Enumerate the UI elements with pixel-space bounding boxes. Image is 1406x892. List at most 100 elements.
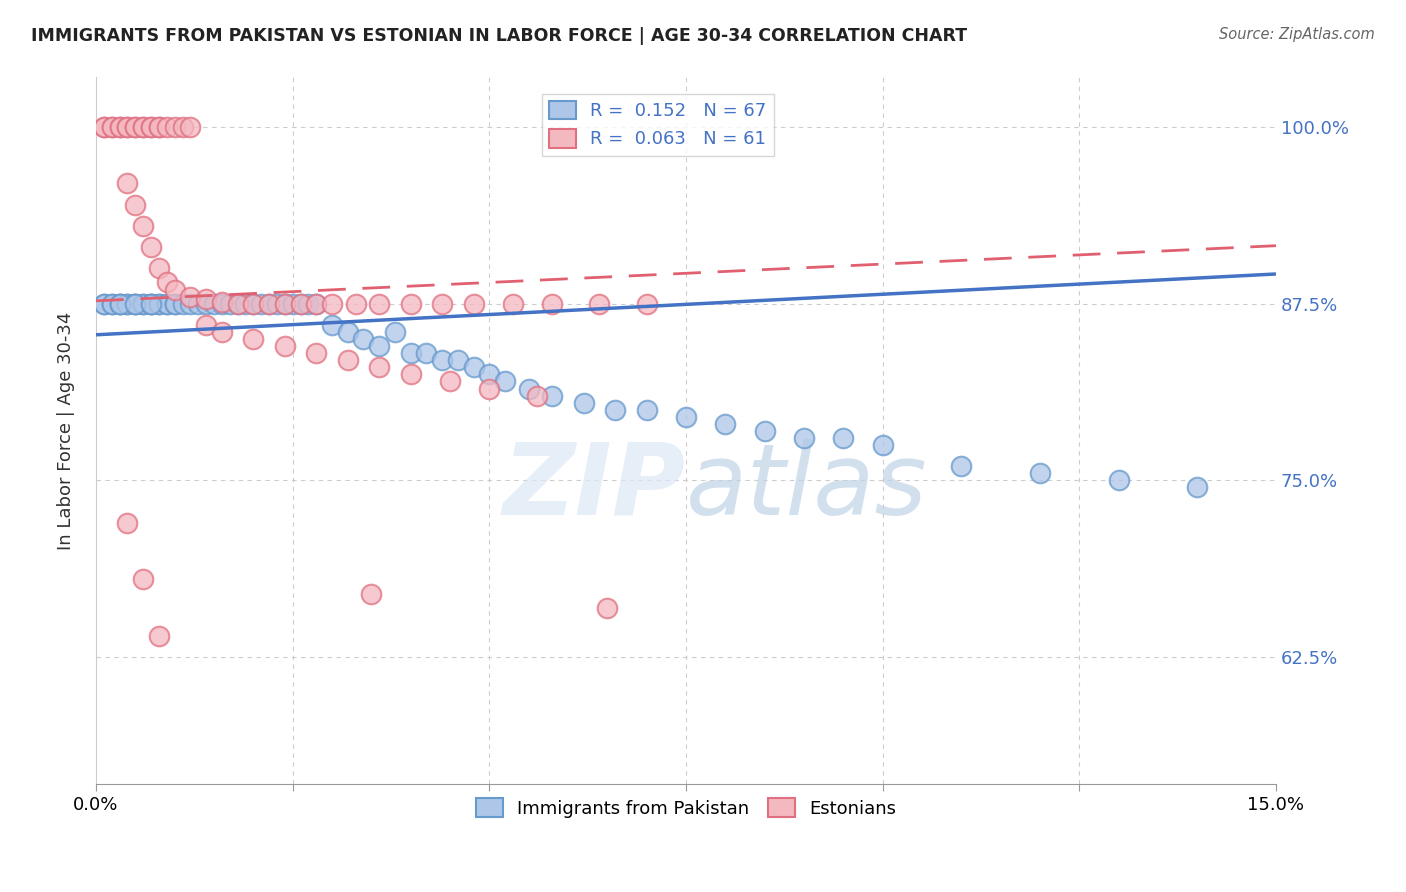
Point [156, 296, 179, 310]
Point [290, 296, 312, 310]
Point [93, 120, 115, 134]
Point [257, 296, 280, 310]
Point [321, 296, 343, 310]
Point [430, 353, 453, 368]
Point [274, 296, 297, 310]
Point [430, 296, 453, 310]
Point [139, 120, 162, 134]
Point [502, 296, 524, 310]
Point [832, 431, 855, 445]
Point [100, 296, 122, 310]
Point [132, 296, 155, 310]
Point [93, 120, 115, 134]
Point [100, 296, 122, 310]
Point [139, 240, 162, 254]
Point [117, 516, 139, 530]
Point [195, 293, 218, 307]
Point [950, 459, 973, 474]
Point [218, 296, 240, 310]
Point [344, 296, 367, 310]
Point [588, 296, 610, 310]
Point [336, 325, 359, 339]
Point [447, 353, 470, 368]
Point [526, 388, 548, 402]
Text: IMMIGRANTS FROM PAKISTAN VS ESTONIAN IN LABOR FORCE | AGE 30-34 CORRELATION CHAR: IMMIGRANTS FROM PAKISTAN VS ESTONIAN IN … [31, 27, 967, 45]
Text: atlas: atlas [686, 439, 928, 536]
Point [179, 120, 201, 134]
Point [108, 120, 131, 134]
Point [463, 360, 485, 375]
Point [242, 296, 264, 310]
Point [478, 382, 501, 396]
Point [163, 283, 186, 297]
Point [202, 296, 225, 310]
Point [195, 296, 218, 310]
Point [793, 431, 815, 445]
Point [305, 296, 328, 310]
Point [541, 388, 564, 402]
Point [179, 296, 201, 310]
Point [235, 296, 257, 310]
Point [1187, 481, 1209, 495]
Point [108, 296, 131, 310]
Point [163, 296, 186, 310]
Point [132, 296, 155, 310]
Point [872, 438, 894, 452]
Point [478, 368, 501, 382]
Point [463, 296, 485, 310]
Point [290, 296, 312, 310]
Point [195, 318, 218, 332]
Point [494, 375, 516, 389]
Point [93, 296, 115, 310]
Point [368, 360, 391, 375]
Point [636, 296, 658, 310]
Point [100, 120, 122, 134]
Point [108, 296, 131, 310]
Point [132, 120, 155, 134]
Point [305, 346, 328, 360]
Point [117, 296, 139, 310]
Point [399, 368, 422, 382]
Point [266, 296, 288, 310]
Point [139, 296, 162, 310]
Point [399, 346, 422, 360]
Point [211, 295, 233, 310]
Point [139, 120, 162, 134]
Point [117, 120, 139, 134]
Point [1029, 467, 1052, 481]
Point [226, 296, 249, 310]
Point [605, 402, 627, 417]
Point [117, 177, 139, 191]
Point [274, 296, 297, 310]
Point [124, 296, 146, 310]
Point [281, 296, 304, 310]
Point [572, 395, 595, 409]
Point [439, 375, 461, 389]
Point [148, 296, 170, 310]
Point [353, 332, 375, 346]
Point [368, 339, 391, 353]
Point [242, 296, 264, 310]
Point [93, 296, 115, 310]
Point [305, 296, 328, 310]
Point [108, 296, 131, 310]
Point [250, 296, 273, 310]
Legend: Immigrants from Pakistan, Estonians: Immigrants from Pakistan, Estonians [468, 791, 903, 825]
Point [242, 332, 264, 346]
Point [517, 382, 540, 396]
Point [172, 120, 194, 134]
Point [1108, 474, 1130, 488]
Point [117, 120, 139, 134]
Point [132, 120, 155, 134]
Point [399, 296, 422, 310]
Point [336, 353, 359, 368]
Point [415, 346, 437, 360]
Point [148, 261, 170, 276]
Point [636, 402, 658, 417]
Point [139, 296, 162, 310]
Point [714, 417, 737, 431]
Point [139, 296, 162, 310]
Point [156, 120, 179, 134]
Point [211, 325, 233, 339]
Point [124, 296, 146, 310]
